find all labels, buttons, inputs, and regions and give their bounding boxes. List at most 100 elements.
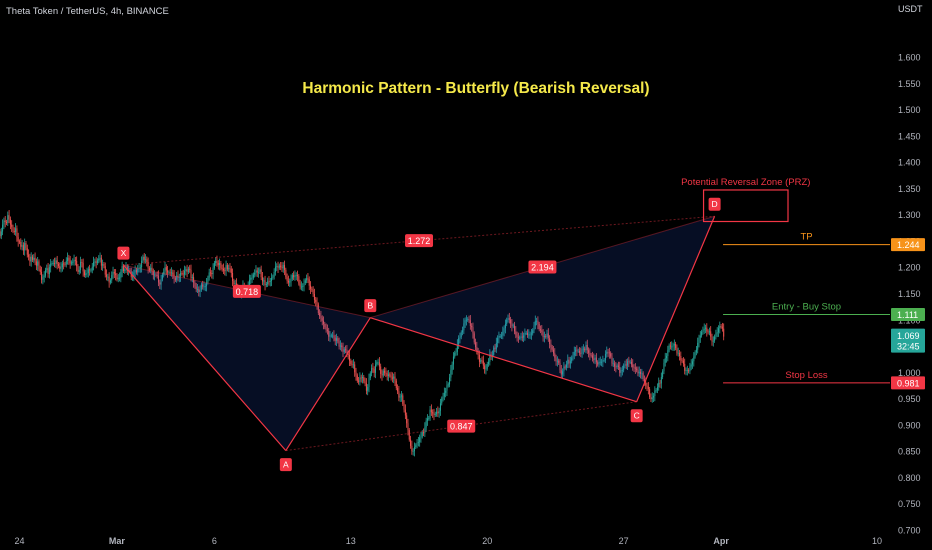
candle-body [391, 377, 393, 379]
price-tick-label: 0.750 [898, 499, 921, 509]
candle-body [135, 269, 137, 273]
candle-body [217, 263, 219, 266]
candle-body [569, 361, 571, 364]
candle-body [706, 327, 708, 332]
candle-body [512, 325, 514, 327]
price-tick-label: 0.800 [898, 473, 921, 483]
candle-body [164, 267, 166, 272]
candle-body [258, 271, 260, 273]
candle-body [564, 366, 566, 368]
candle-body [363, 377, 365, 382]
xab-triangle [123, 265, 371, 451]
candle-body [282, 265, 284, 269]
candle-body [676, 348, 678, 353]
candle-body [52, 263, 54, 264]
candle-body [406, 415, 408, 424]
candle-body [452, 356, 454, 365]
candle-body [659, 382, 661, 384]
candle-body [589, 352, 591, 355]
time-tick-label: 24 [14, 536, 24, 546]
candle-body [139, 267, 141, 269]
candle-body [294, 275, 296, 278]
candle-body [350, 360, 352, 364]
candle-body [462, 330, 464, 333]
candle-body [124, 269, 126, 271]
candle-body [567, 359, 569, 365]
candle-body [610, 353, 612, 357]
candle-body [653, 395, 655, 398]
price-tick-label: 1.350 [898, 184, 921, 194]
candle-body [568, 359, 570, 364]
candle-body [50, 263, 52, 268]
candle-body [354, 364, 356, 373]
candle-body [488, 361, 490, 364]
candle-body [361, 377, 363, 379]
candle-body [430, 409, 432, 413]
candle-body [60, 267, 62, 269]
level-price-text: 1.111 [897, 310, 918, 320]
candle-body [307, 278, 309, 280]
point-badge [117, 246, 130, 260]
candle-body [702, 330, 704, 332]
candle-body [193, 277, 195, 283]
time-axis: 24Mar6132027Apr1017 [14, 536, 882, 546]
candle-body [552, 349, 554, 354]
candle-body [106, 274, 108, 277]
price-tick-label: 1.000 [898, 368, 921, 378]
candle-body [228, 268, 230, 270]
candle-body [480, 360, 482, 362]
candle-body [337, 338, 339, 342]
candle-body [549, 338, 551, 344]
candle-body [558, 360, 560, 363]
candle-body [433, 413, 435, 415]
candle-body [606, 351, 608, 354]
candle-body [447, 384, 449, 386]
price-tick-label: 1.300 [898, 210, 921, 220]
point-label: B [367, 301, 373, 311]
candle-body [398, 391, 400, 398]
candle-body [271, 277, 273, 281]
candle-body [451, 364, 453, 371]
candle-body [658, 382, 660, 388]
candle-body [645, 382, 647, 386]
candle-body [89, 269, 91, 271]
candle-body [316, 301, 318, 305]
candle-body [655, 390, 657, 391]
candle-body [367, 387, 369, 391]
candle-body [550, 343, 552, 348]
candle-body [378, 362, 380, 367]
candle-body [273, 271, 275, 277]
candle-body [402, 395, 404, 404]
candle-body [95, 261, 97, 264]
candle-body [420, 436, 422, 438]
candle-body [511, 323, 513, 327]
candle-body [439, 403, 441, 411]
candle-body [407, 423, 409, 431]
candle-body [177, 275, 179, 278]
candle-body [504, 323, 506, 329]
time-tick-label: 27 [619, 536, 629, 546]
candle-body [649, 389, 651, 398]
candle-body [428, 418, 430, 419]
candle-body [624, 364, 626, 366]
candle-body [0, 230, 1, 237]
candle-body [636, 368, 638, 371]
candle-body [671, 346, 673, 348]
time-tick-label: 20 [482, 536, 492, 546]
ratio-label: 0.718 [236, 287, 259, 297]
candle-body [152, 271, 154, 276]
candle-body [681, 360, 683, 362]
candle-body [168, 272, 170, 274]
candle-body [321, 318, 323, 321]
candle-body [161, 274, 163, 280]
candle-body [274, 266, 276, 272]
candle-body [703, 328, 705, 331]
candle-body [209, 272, 211, 274]
candle-body [55, 260, 57, 264]
candle-body [285, 269, 287, 278]
candle-body [408, 430, 410, 440]
candle-body [502, 331, 504, 336]
candle-body [493, 347, 495, 355]
candle-body [382, 370, 384, 376]
